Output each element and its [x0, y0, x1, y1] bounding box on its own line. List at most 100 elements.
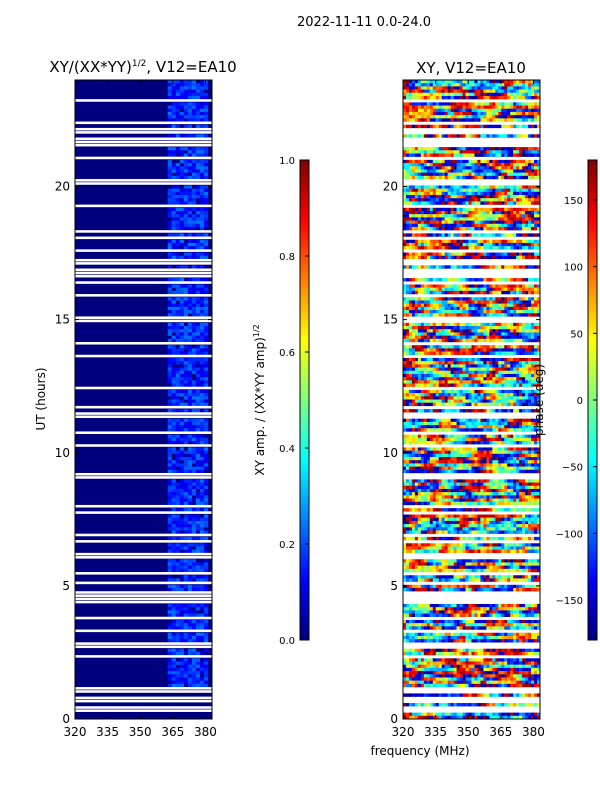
- phase-cell: [417, 239, 422, 244]
- phase-cell: [471, 310, 475, 314]
- phase-cell: [501, 265, 505, 269]
- phase-cell: [432, 393, 436, 397]
- phase-cell: [450, 92, 454, 97]
- amplitude-cell: [175, 80, 180, 84]
- phase-cell: [462, 105, 466, 109]
- phase-cell: [426, 92, 431, 97]
- phase-cell: [516, 185, 520, 189]
- y-tick-label: 20: [55, 180, 70, 194]
- phase-cell: [513, 92, 517, 97]
- phase-cell: [519, 80, 523, 84]
- amplitude-cell: [203, 639, 209, 643]
- amplitude-cell: [179, 306, 184, 311]
- phase-cell: [432, 195, 436, 199]
- phase-cell: [456, 338, 460, 343]
- phase-cell: [492, 373, 496, 378]
- phase-cell: [435, 150, 439, 154]
- phase-cell: [522, 297, 526, 301]
- amplitude-cell: [179, 639, 184, 643]
- phase-cell: [435, 185, 439, 189]
- phase-cell: [432, 153, 436, 157]
- phase-cell: [403, 338, 407, 343]
- phase-cell: [432, 111, 436, 116]
- phase-cell: [423, 217, 428, 221]
- amplitude-cell: [203, 479, 209, 483]
- amplitude-cell: [183, 508, 189, 512]
- phase-cell: [459, 92, 463, 97]
- phase-cell: [432, 389, 436, 394]
- phase-cell: [465, 118, 469, 122]
- phase-cell: [474, 252, 478, 256]
- phase-cell: [459, 198, 463, 202]
- amplitude-cell: [175, 172, 180, 177]
- phase-cell: [405, 265, 410, 269]
- amplitude-cell: [203, 115, 209, 119]
- amplitude-cell: [171, 588, 176, 592]
- amplitude-cell: [203, 255, 209, 260]
- phase-cell: [504, 284, 508, 288]
- phase-cell: [492, 115, 496, 119]
- phase-cell: [477, 351, 481, 355]
- phase-cell: [489, 255, 493, 260]
- phase-cell: [501, 303, 505, 308]
- amplitude-cell: [203, 607, 209, 611]
- phase-cell: [468, 373, 472, 378]
- amplitude-gap-row: [75, 655, 212, 658]
- phase-cell: [462, 389, 466, 394]
- phase-cell: [453, 351, 457, 355]
- amplitude-cell: [203, 543, 209, 547]
- phase-cell: [504, 102, 508, 106]
- phase-cell: [432, 188, 436, 193]
- amplitude-cell: [183, 338, 189, 343]
- phase-cell: [414, 223, 419, 228]
- phase-cell: [528, 348, 532, 352]
- phase-cell: [414, 364, 419, 368]
- phase-cell: [459, 89, 463, 93]
- phase-cell: [423, 195, 428, 199]
- phase-cell: [450, 265, 454, 269]
- phase-cell: [477, 118, 481, 122]
- phase-cell: [516, 345, 520, 349]
- phase-cell: [444, 322, 448, 327]
- phase-cell: [408, 102, 413, 106]
- phase-cell: [471, 89, 475, 93]
- phase-cell: [414, 310, 419, 314]
- amplitude-cell: [199, 153, 205, 157]
- phase-cell: [403, 290, 407, 295]
- phase-cell: [501, 287, 505, 292]
- phase-cell: [507, 367, 511, 371]
- phase-cell: [432, 313, 436, 317]
- phase-cell: [519, 335, 523, 339]
- phase-cell: [447, 198, 451, 202]
- phase-cell: [492, 239, 496, 244]
- amplitude-cell: [195, 242, 201, 247]
- phase-cell: [525, 163, 529, 167]
- phase-cell: [480, 159, 484, 164]
- phase-cell: [435, 233, 439, 237]
- phase-cell: [507, 290, 511, 295]
- phase-cell: [411, 191, 416, 196]
- amplitude-cell: [203, 447, 209, 451]
- amplitude-cell: [175, 278, 180, 282]
- phase-cell: [450, 409, 454, 413]
- phase-cell: [498, 169, 502, 173]
- phase-cell: [465, 89, 469, 93]
- amplitude-cell: [167, 163, 172, 167]
- phase-cell: [408, 335, 413, 339]
- amplitude-cell: [183, 562, 189, 566]
- amplitude-cell: [203, 562, 209, 566]
- amplitude-cell: [199, 498, 205, 502]
- amplitude-cell: [203, 399, 209, 403]
- phase-cell: [468, 239, 472, 244]
- amplitude-cell: [187, 201, 193, 205]
- phase-cell: [423, 83, 428, 87]
- amplitude-cell: [167, 329, 172, 333]
- phase-cell: [429, 153, 433, 157]
- phase-cell: [462, 297, 466, 301]
- phase-cell: [423, 86, 428, 90]
- amplitude-cell: [175, 619, 180, 624]
- phase-cell: [403, 278, 407, 282]
- phase-cell: [453, 313, 457, 317]
- phase-cell: [495, 351, 499, 355]
- amplitude-colorbar-gradient: [299, 159, 310, 641]
